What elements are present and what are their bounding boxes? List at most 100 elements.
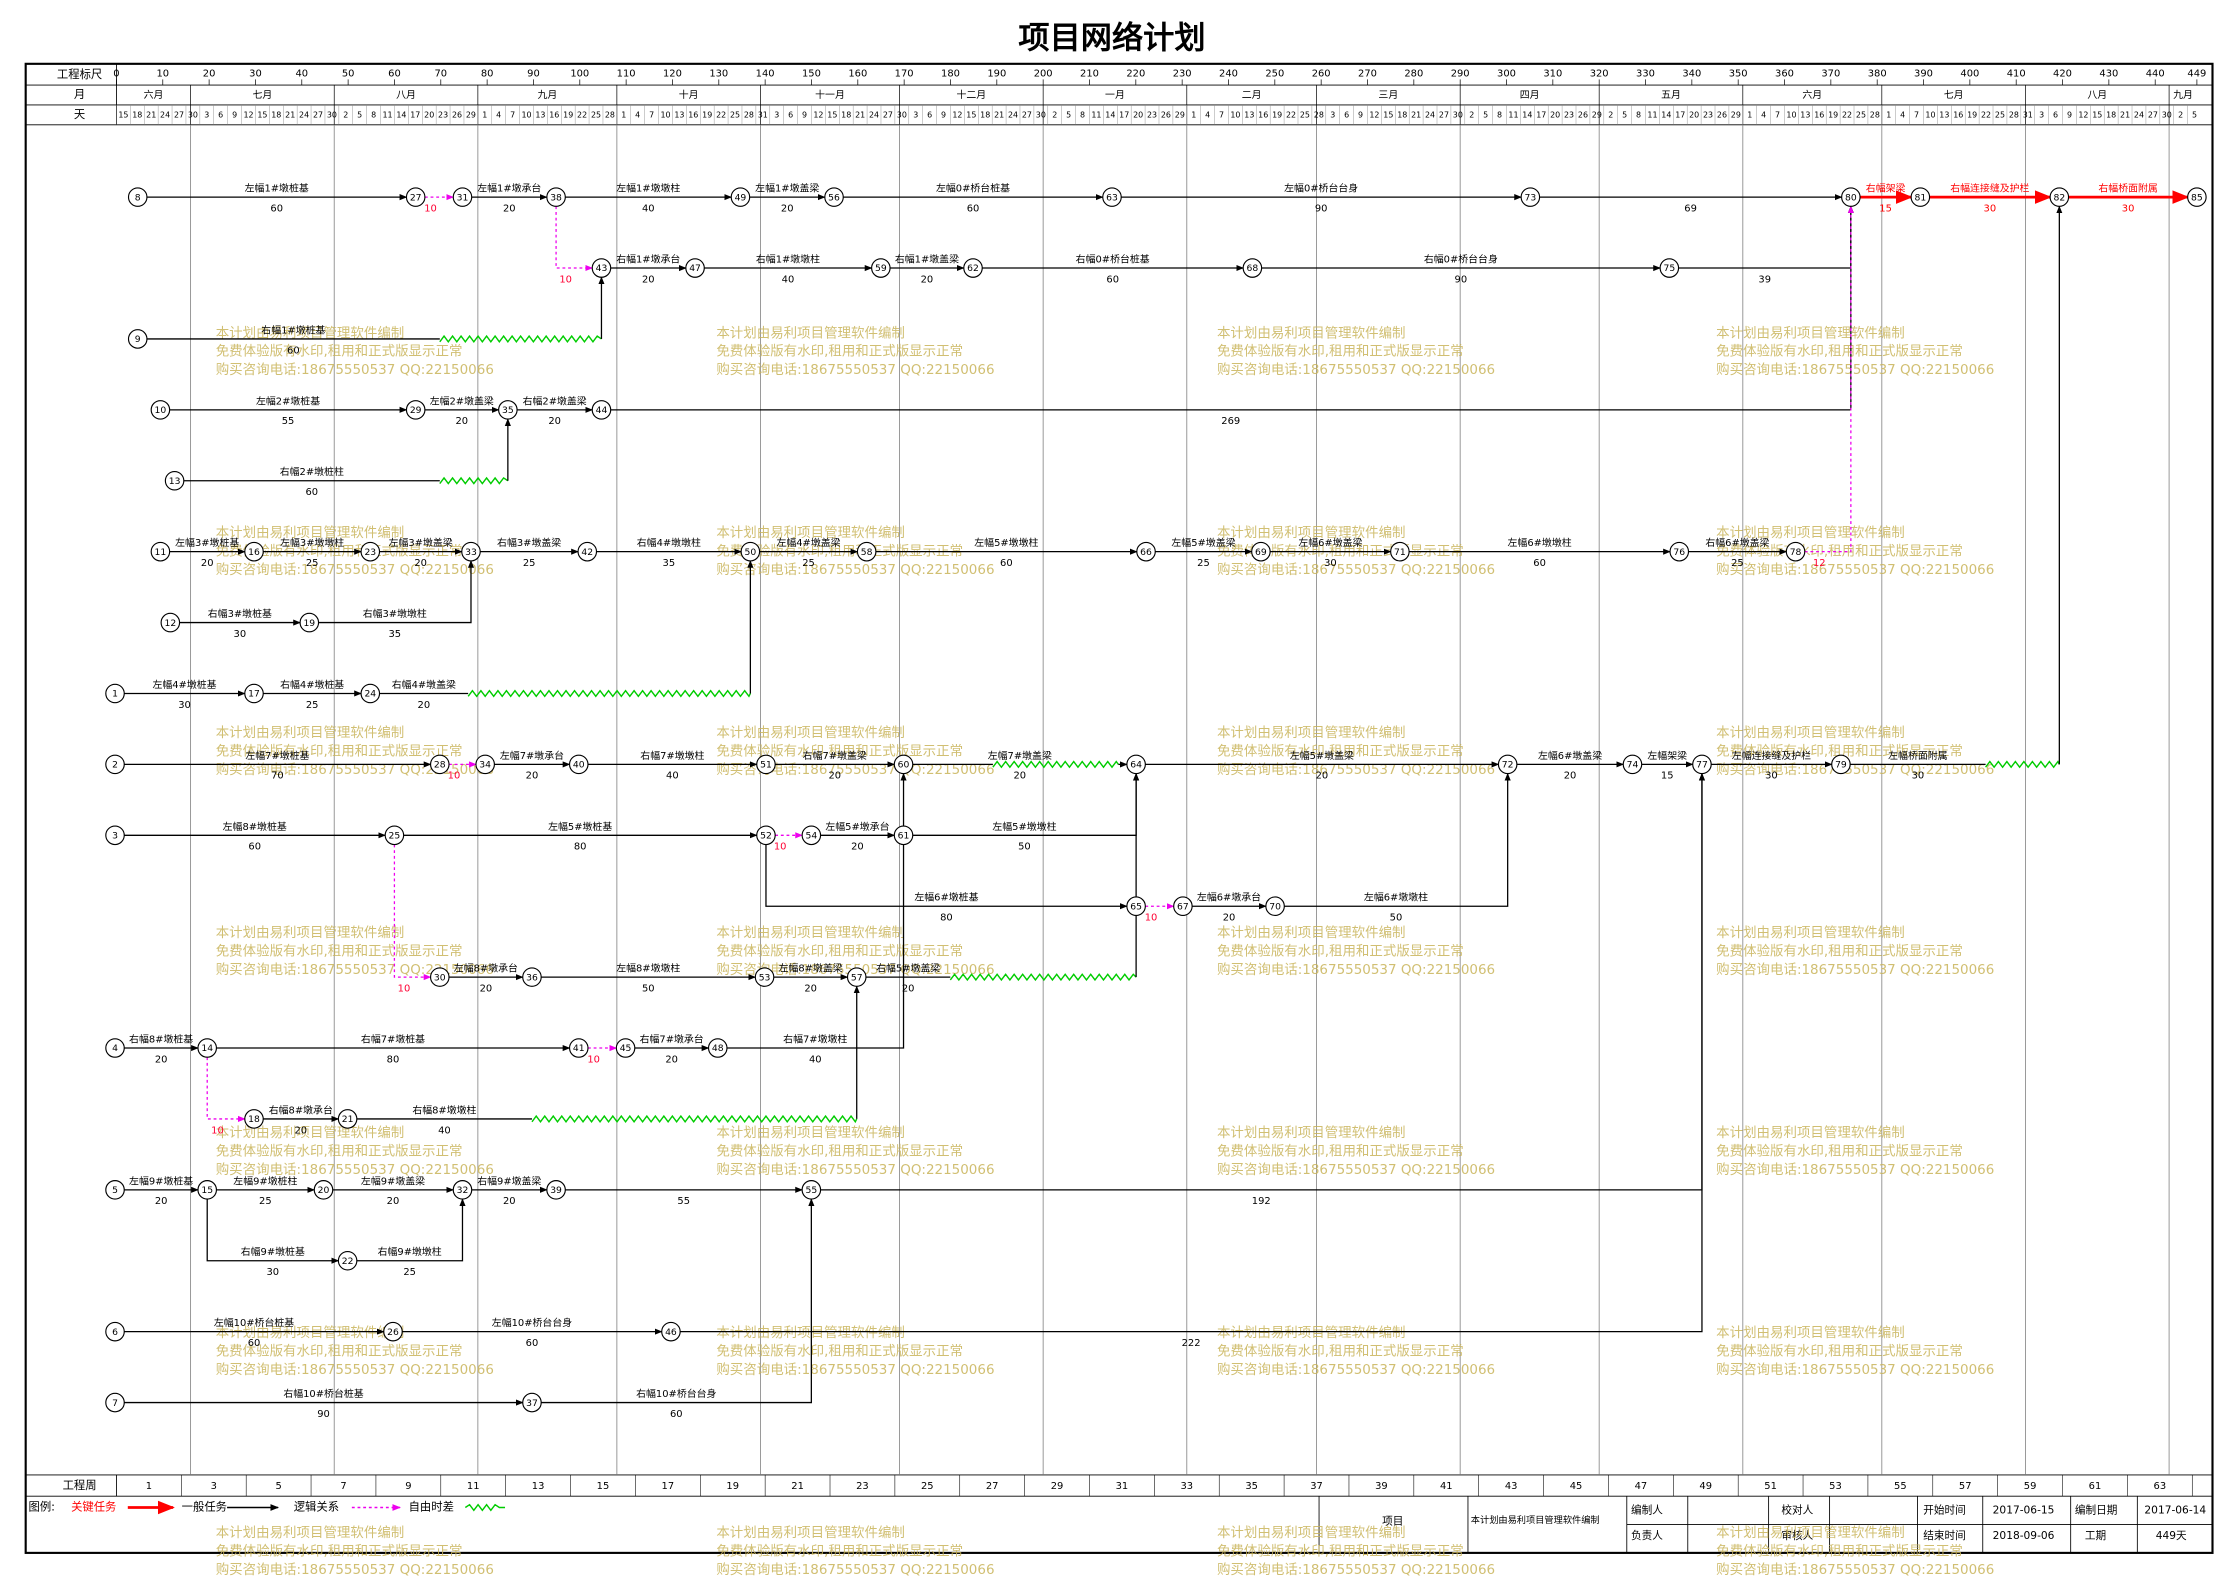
node-label: 61 xyxy=(898,831,910,842)
node xyxy=(1841,187,1861,207)
task-duration: 192 xyxy=(1252,1196,1271,1207)
watermark-line: 本计划由易利项目管理软件编制 xyxy=(716,1525,905,1541)
scale-label: 300 xyxy=(1497,69,1516,80)
day-label: 7 xyxy=(649,110,654,119)
node-label: 39 xyxy=(550,1185,562,1196)
watermark-line: 购买咨询电话:18675550537 QQ:22150066 xyxy=(716,1362,994,1378)
task-duration: 20 xyxy=(295,1125,308,1136)
node-label: 7 xyxy=(112,1398,118,1409)
day-label: 30 xyxy=(897,110,907,119)
week-label: 11 xyxy=(467,1481,480,1492)
day-label: 3 xyxy=(204,110,209,119)
task-duration: 30 xyxy=(2122,203,2135,214)
month-label: 五月 xyxy=(1661,89,1681,101)
task-name: 左幅5#墩承台 xyxy=(825,820,889,833)
node-label: 74 xyxy=(1627,760,1639,771)
task-duration: 10 xyxy=(398,983,411,994)
node xyxy=(856,541,877,562)
legend-float-line xyxy=(464,1503,506,1512)
day-label: 27 xyxy=(1022,110,1032,119)
day-label: 7 xyxy=(1775,110,1780,119)
node-label: 53 xyxy=(759,972,771,983)
node xyxy=(871,258,891,278)
week-label: 工程周 xyxy=(63,1478,97,1492)
scale-label: 310 xyxy=(1543,69,1562,80)
node xyxy=(105,683,125,704)
scale-label: 100 xyxy=(570,69,589,80)
task-duration: 30 xyxy=(1984,203,1997,214)
week-label: 3 xyxy=(211,1481,217,1492)
scale-label: 340 xyxy=(1682,69,1701,80)
day-label: 28 xyxy=(1870,110,1880,119)
watermark-line: 购买咨询电话:18675550537 QQ:22150066 xyxy=(1716,1562,1994,1577)
day-label: 15 xyxy=(2092,110,2102,119)
week-label: 31 xyxy=(1116,1481,1129,1492)
node xyxy=(430,754,450,775)
node-label: 19 xyxy=(303,618,315,629)
day-label: 19 xyxy=(702,110,712,119)
day-label: 11 xyxy=(1647,110,1657,119)
week-label: 63 xyxy=(2154,1481,2167,1492)
day-label: 26 xyxy=(1717,110,1727,119)
info-project: 项目 xyxy=(1382,1515,1403,1528)
node xyxy=(615,1038,636,1058)
day-label: 1 xyxy=(621,110,626,119)
float-wave xyxy=(1985,760,2060,769)
task-duration: 15 xyxy=(1879,203,1892,214)
watermark-line: 本计划由易利项目管理软件编制 xyxy=(1716,925,1905,941)
task-duration: 20 xyxy=(201,558,214,569)
week-label: 59 xyxy=(2024,1481,2037,1492)
month-label: 七月 xyxy=(252,89,272,101)
scale-label: 360 xyxy=(1775,69,1794,80)
task-duration: 12 xyxy=(1813,558,1826,569)
node xyxy=(963,258,983,278)
node-label: 77 xyxy=(1696,760,1708,771)
task-name: 右幅1#墩墩柱 xyxy=(756,253,820,266)
task-duration: 20 xyxy=(781,203,794,214)
task-name: 左幅5#墩桩基 xyxy=(548,820,612,833)
day-label: 22 xyxy=(1981,110,1991,119)
month-label: 八月 xyxy=(2087,89,2107,101)
node-label: 14 xyxy=(201,1043,213,1054)
node-label: 15 xyxy=(201,1185,213,1196)
day-label: 2 xyxy=(1469,110,1474,119)
scale-label: 230 xyxy=(1173,69,1192,80)
day-label: 17 xyxy=(1536,110,1546,119)
node-label: 26 xyxy=(387,1327,399,1338)
day-label: 9 xyxy=(802,110,807,119)
task-name: 右幅8#墩承台 xyxy=(269,1103,333,1116)
watermark-line: 购买咨询电话:18675550537 QQ:22150066 xyxy=(716,562,994,578)
node xyxy=(824,187,844,207)
node-label: 50 xyxy=(745,547,757,558)
task-name: 左幅7#墩桩基 xyxy=(245,749,309,762)
day-label: 30 xyxy=(2162,110,2172,119)
edge-labels: 左幅1#墩桩基 60 10 左幅1#墩承台 20 左幅1#墩墩柱 40 左幅1#墩盖梁 20 左幅… xyxy=(129,182,2158,1420)
scale-label: 290 xyxy=(1451,69,1470,80)
task-name: 左幅0#桥台台身 xyxy=(1284,182,1358,195)
node-label: 63 xyxy=(1106,192,1118,203)
task-duration: 20 xyxy=(155,1196,168,1207)
day-label: 24 xyxy=(869,110,879,119)
watermark-line: 免费体验版有水印,租用和正式版显示正常 xyxy=(716,1144,963,1160)
task-name: 右幅1#墩桩基 xyxy=(261,323,325,336)
day-label: 2 xyxy=(343,110,348,119)
month-label: 四月 xyxy=(1520,89,1540,101)
scale-label: 170 xyxy=(895,69,914,80)
watermark-line: 免费体验版有水印,租用和正式版显示正常 xyxy=(216,344,463,360)
task-name: 右幅4#墩墩柱 xyxy=(637,536,701,549)
watermark-line: 本计划由易利项目管理软件编制 xyxy=(1217,1525,1406,1541)
watermark-line: 本计划由易利项目管理软件编制 xyxy=(1716,325,1905,341)
node-label: 62 xyxy=(967,263,979,274)
node-label: 78 xyxy=(1790,547,1802,558)
day-label: 7 xyxy=(510,110,515,119)
task-duration: 20 xyxy=(1564,771,1577,782)
node-label: 32 xyxy=(457,1185,469,1196)
scale-label: 110 xyxy=(617,69,636,80)
week-label: 7 xyxy=(340,1481,346,1492)
watermark: 本计划由易利项目管理软件编制免费体验版有水印,租用和正式版显示正常购买咨询电话:… xyxy=(216,325,1995,1577)
scale-label: 410 xyxy=(2007,69,2026,80)
task-arrow xyxy=(356,1198,466,1262)
task-arrow xyxy=(1678,205,1854,269)
day-label: 8 xyxy=(371,110,376,119)
week-label: 37 xyxy=(1310,1481,1323,1492)
